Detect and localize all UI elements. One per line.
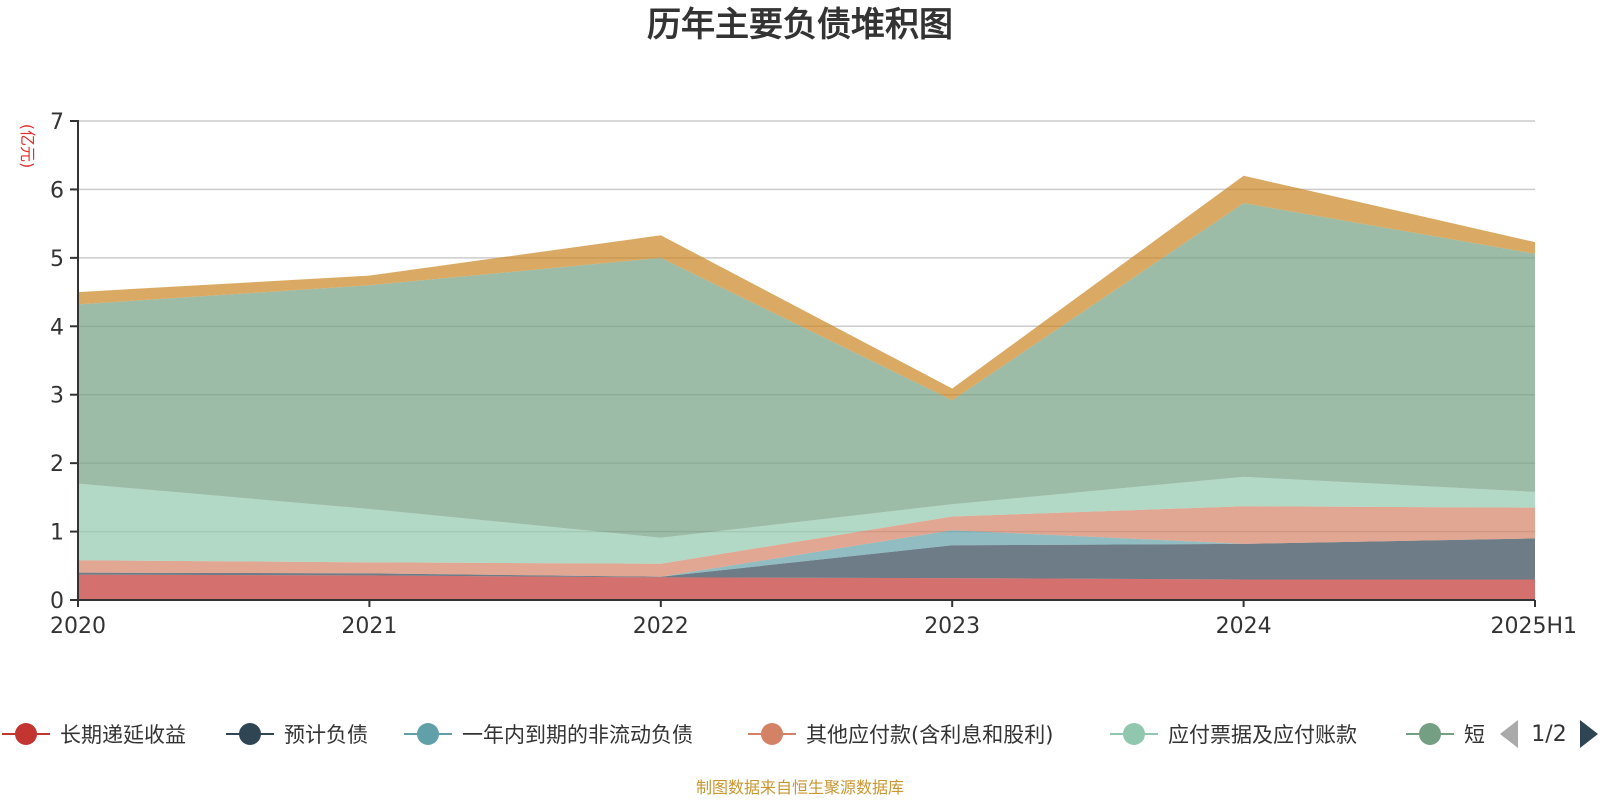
x-tick-label-1: 2021 (341, 614, 397, 639)
data-source-note: 制图数据来自恒生聚源数据库 (696, 778, 904, 797)
y-tick-label-5: 5 (50, 247, 64, 272)
y-axis-unit-label: (亿元) (18, 124, 37, 169)
area-series-2 (78, 530, 1535, 577)
x-tick-label-2: 2022 (633, 614, 689, 639)
y-tick-label-2: 2 (50, 452, 64, 477)
legend-swatch-marker-5 (1419, 723, 1441, 745)
x-tick-label-3: 2023 (924, 614, 980, 639)
area-series-4 (78, 476, 1535, 564)
area-series-6 (78, 175, 1535, 401)
legend: 长期递延收益 预计负债 一年内到期的非流动负债 其他应付款(含利息和股利) 应付票据及应… (2, 723, 1485, 747)
legend-swatch-marker-3 (761, 723, 783, 745)
legend-label-5: 短 (1464, 723, 1485, 747)
y-tick-label-3: 3 (50, 384, 64, 409)
y-tick-label-0: 0 (50, 589, 64, 614)
legend-swatch-marker-2 (417, 723, 439, 745)
legend-item-0[interactable]: 长期递延收益 (2, 723, 186, 747)
legend-item-3[interactable]: 其他应付款(含利息和股利) (748, 723, 1053, 747)
x-tick-label-4: 2024 (1216, 614, 1272, 639)
legend-item-1[interactable]: 预计负债 (226, 723, 368, 747)
y-tick-label-7: 7 (50, 110, 64, 135)
area-series-3 (78, 506, 1535, 577)
legend-swatch-marker-1 (239, 723, 261, 745)
legend-next-page-icon[interactable] (1580, 720, 1598, 748)
legend-pager: 1/2 (1500, 720, 1598, 748)
y-tick-label-6: 6 (50, 178, 64, 203)
y-tick-label-1: 1 (50, 521, 64, 546)
y-tick-label-4: 4 (50, 315, 64, 340)
legend-label-3: 其他应付款(含利息和股利) (806, 723, 1053, 747)
legend-item-2[interactable]: 一年内到期的非流动负债 (404, 723, 693, 747)
area-series-0 (78, 574, 1535, 600)
x-tick-label-5: 2025H1 (1490, 614, 1577, 639)
legend-label-1: 预计负债 (284, 723, 368, 747)
axes: 0 1 2 3 4 5 6 7 2020 2021 2022 2023 2024 2025H1 (50, 110, 1577, 639)
area-series-1 (78, 538, 1535, 580)
legend-page-indicator: 1/2 (1531, 722, 1566, 747)
legend-label-2: 一年内到期的非流动负债 (462, 723, 693, 747)
legend-item-4[interactable]: 应付票据及应付账款 (1110, 723, 1357, 747)
area-series-5 (78, 203, 1535, 538)
legend-items: 长期递延收益 预计负债 一年内到期的非流动负债 其他应付款(含利息和股利) 应付票据及应… (2, 723, 1485, 747)
legend-swatch-marker-0 (15, 723, 37, 745)
legend-label-4: 应付票据及应付账款 (1168, 723, 1357, 747)
area-series (78, 175, 1535, 600)
legend-label-0: 长期递延收益 (60, 723, 186, 747)
chart-title: 历年主要负债堆积图 (647, 5, 953, 45)
legend-swatch-marker-4 (1123, 723, 1145, 745)
x-tick-label-0: 2020 (50, 614, 106, 639)
legend-prev-page-icon[interactable] (1500, 720, 1518, 748)
legend-item-5[interactable]: 短 (1406, 723, 1485, 747)
